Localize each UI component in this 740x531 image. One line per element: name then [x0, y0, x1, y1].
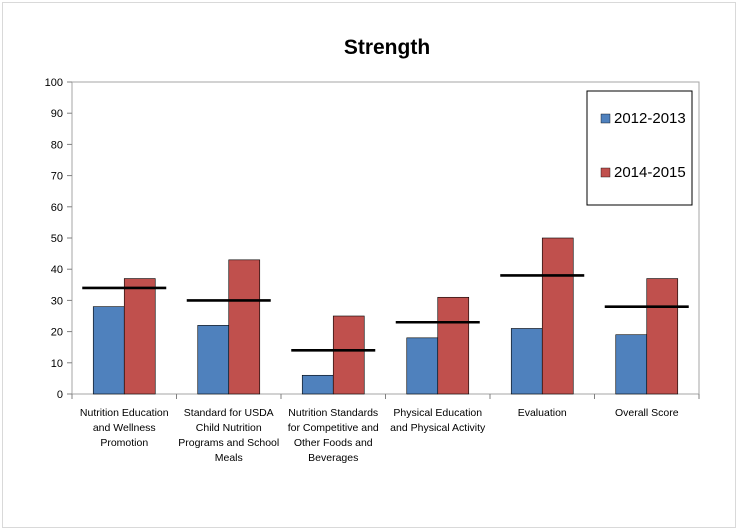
legend: 2012-2013 2014-2015	[586, 90, 693, 206]
category-label: Nutrition Education	[80, 407, 169, 419]
y-tick-label: 60	[51, 202, 63, 214]
bar-2012-2013	[510, 328, 543, 395]
category-label: Physical Education	[393, 407, 482, 419]
legend-box	[586, 90, 693, 206]
y-tick-label: 50	[51, 233, 63, 245]
y-tick-label: 80	[51, 139, 63, 151]
bar-2012-2013	[301, 374, 334, 395]
legend-label: 2014-2015	[614, 164, 686, 181]
category-label: Standard for USDA	[184, 407, 274, 419]
y-tick-label: 30	[51, 295, 63, 307]
category-label: Nutrition Standards	[288, 407, 378, 419]
category-label: Child Nutrition	[196, 422, 262, 434]
bar-2012-2013	[406, 337, 439, 395]
y-tick-label: 10	[51, 358, 63, 370]
bar-2014-2015	[332, 315, 365, 395]
bar-2014-2015	[541, 237, 574, 395]
y-tick-label: 90	[51, 108, 63, 120]
category-label: Promotion	[100, 437, 148, 449]
bar-2014-2015	[228, 259, 261, 395]
y-tick-label: 0	[57, 389, 63, 401]
y-tick-label: 70	[51, 171, 63, 183]
category-label: and Wellness	[93, 422, 156, 434]
legend-swatch-2014-2015	[600, 167, 611, 178]
bar-2014-2015	[437, 296, 470, 395]
bar-2014-2015	[123, 278, 156, 395]
category-label: Evaluation	[518, 407, 567, 419]
chart-title: Strength	[344, 36, 430, 59]
category-label: and Physical Activity	[390, 422, 486, 434]
category-label: Beverages	[308, 452, 358, 464]
category-label: Programs and School	[178, 437, 279, 449]
legend-label: 2012-2013	[614, 110, 686, 127]
bar-2014-2015	[646, 278, 679, 395]
bar-2012-2013	[615, 334, 648, 395]
y-tick-label: 40	[51, 264, 63, 276]
plot-area: 0 10 20 30 40 50 60 70 80 90 100 Nutrition Educatio…	[45, 77, 700, 464]
bar-2012-2013	[197, 325, 230, 395]
category-label: Meals	[215, 452, 243, 464]
category-label: Overall Score	[615, 407, 679, 419]
y-tick-label: 20	[51, 327, 63, 339]
category-label: Other Foods and	[294, 437, 373, 449]
y-tick-label: 100	[45, 77, 63, 89]
legend-swatch-2012-2013	[600, 113, 611, 124]
category-label: for Competitive and	[288, 422, 379, 434]
bar-2012-2013	[92, 306, 125, 395]
